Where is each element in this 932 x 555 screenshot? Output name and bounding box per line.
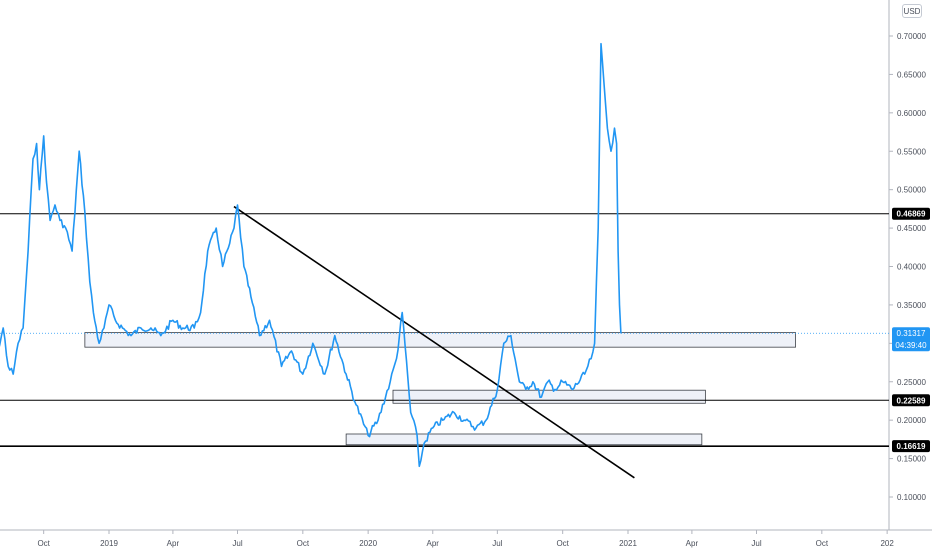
level-price-label: 0.16619 (897, 442, 926, 451)
price-series-line (0, 42, 622, 468)
x-tick-label: 2021 (619, 539, 637, 548)
x-tick-label: Oct (816, 539, 829, 548)
currency-badge[interactable]: USD (902, 4, 922, 18)
y-tick-label: 0.35000 (897, 301, 926, 310)
y-tick-label: 0.25000 (897, 378, 926, 387)
y-tick-label: 0.50000 (897, 186, 926, 195)
x-tick-label: 202 (880, 539, 894, 548)
level-price-label-bg (892, 207, 930, 220)
x-tick-label: Apr (427, 539, 440, 548)
x-tick-label: Jul (751, 539, 761, 548)
y-tick-label: 0.40000 (897, 263, 926, 272)
y-tick-label: 0.20000 (897, 416, 926, 425)
level-price-label-bg (892, 394, 930, 407)
x-tick-label: 2019 (100, 539, 118, 548)
zone-box (84, 332, 796, 348)
x-tick-label: 2020 (359, 539, 377, 548)
y-tick-label: 0.55000 (897, 147, 926, 156)
x-tick-label: Oct (556, 539, 569, 548)
trendline (233, 205, 635, 479)
current-price-label-bg (892, 327, 930, 352)
level-price-label-bg (892, 440, 930, 453)
y-tick-label: 0.10000 (897, 493, 926, 502)
zone-box (345, 433, 703, 446)
y-tick-label: 0.60000 (897, 109, 926, 118)
level-price-label: 0.46869 (897, 210, 926, 219)
y-tick-label: 0.15000 (897, 455, 926, 464)
x-tick-label: Apr (167, 539, 180, 548)
y-tick-label: 0.45000 (897, 224, 926, 233)
x-tick-label: Jul (232, 539, 242, 548)
y-tick-label: 0.70000 (897, 32, 926, 41)
zone-box (392, 389, 706, 404)
countdown-label: 04:39:40 (895, 341, 927, 350)
current-price-label: 0.31317 (897, 329, 926, 338)
x-tick-label: Jul (492, 539, 502, 548)
level-price-label: 0.22589 (897, 396, 926, 405)
y-tick-label: 0.65000 (897, 70, 926, 79)
x-tick-label: Oct (37, 539, 50, 548)
x-tick-label: Apr (686, 539, 699, 548)
x-tick-label: Oct (297, 539, 310, 548)
